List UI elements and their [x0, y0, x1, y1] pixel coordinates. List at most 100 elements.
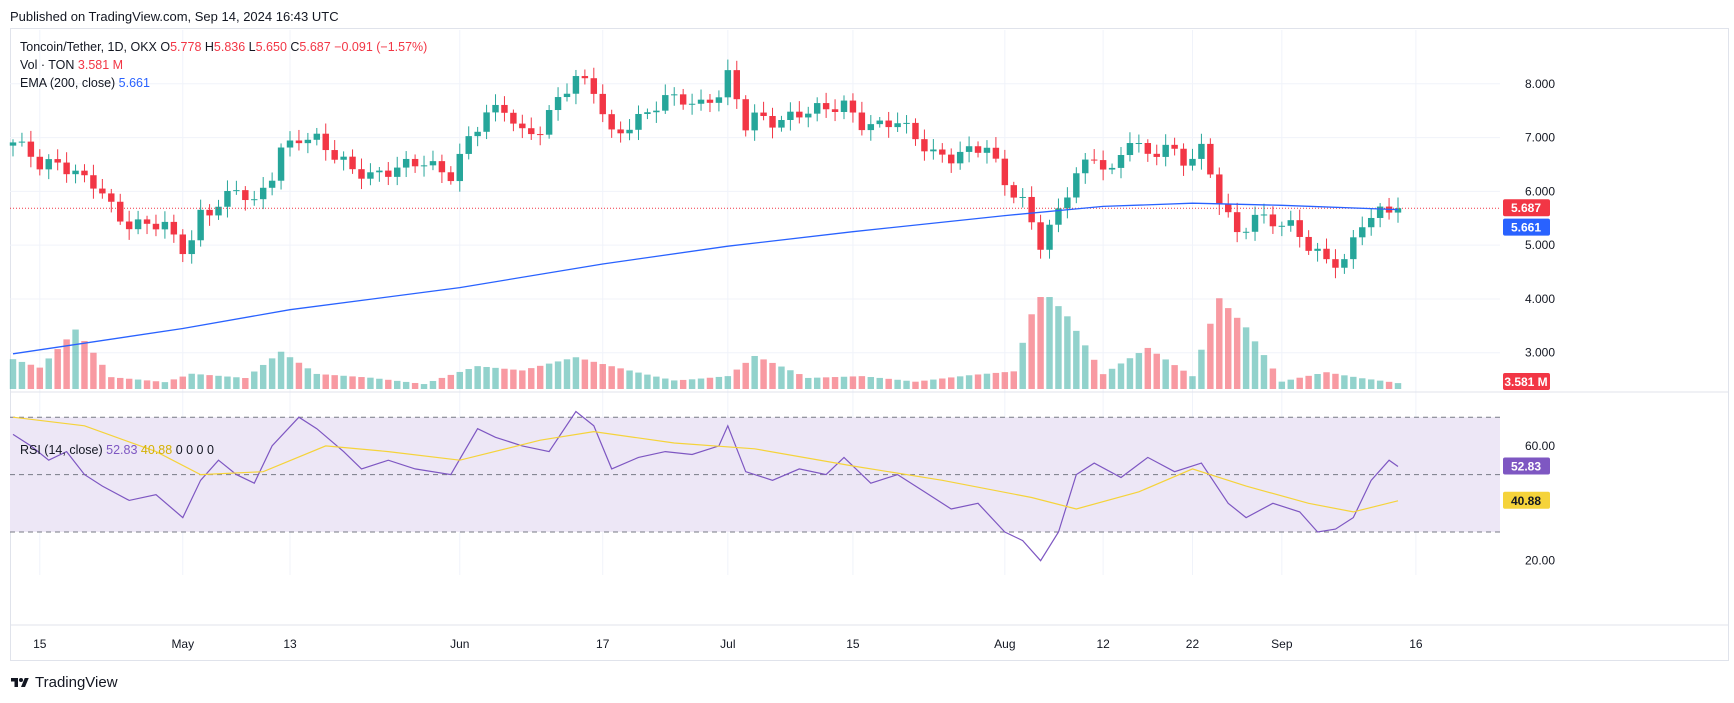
candle-body	[706, 99, 714, 103]
volume-bar	[894, 379, 901, 389]
candle-body	[662, 95, 669, 111]
volume-bar	[599, 364, 606, 389]
volume-bar	[536, 365, 544, 389]
volume-bar	[1367, 379, 1375, 389]
volume-badge-bg	[1503, 373, 1550, 390]
candle-body	[948, 154, 955, 164]
candle-body	[206, 209, 213, 216]
candle-body	[536, 134, 544, 136]
candle-body	[921, 139, 928, 152]
candle-body	[340, 156, 347, 160]
volume-bar	[706, 377, 714, 389]
volume-bar	[1028, 314, 1035, 389]
time-axis-tick: 15	[33, 637, 47, 651]
legend-open: 5.778	[170, 40, 202, 54]
candle-body	[224, 190, 231, 207]
candle-body	[349, 156, 356, 170]
volume-bar	[322, 374, 329, 389]
volume-bar	[849, 376, 857, 389]
time-axis-tick: 12	[1096, 637, 1110, 651]
rsi-badge: 52.83	[1511, 459, 1541, 473]
volume-bar	[81, 340, 88, 389]
volume-bar	[1394, 383, 1402, 389]
candle-body	[885, 120, 892, 128]
volume-bar	[99, 364, 106, 389]
candle-body	[858, 112, 866, 131]
volume-bar	[831, 377, 839, 389]
volume-bar	[974, 374, 982, 389]
volume-bar	[125, 378, 133, 389]
candle-body	[554, 97, 562, 111]
time-axis-tick: 22	[1186, 637, 1200, 651]
candle-body	[903, 122, 910, 124]
volume-bar	[1073, 330, 1080, 389]
candle-body	[1341, 259, 1348, 268]
time-axis-tick: Jun	[450, 637, 469, 651]
volume-bar	[1269, 368, 1277, 389]
volume-bar	[671, 380, 678, 389]
volume-bar	[340, 375, 347, 389]
volume-bar	[45, 358, 52, 389]
tradingview-branding[interactable]: TradingView	[10, 674, 118, 691]
candle-body	[429, 161, 437, 166]
volume-bar	[206, 375, 213, 389]
volume-bar	[1082, 345, 1089, 389]
candle-body	[1180, 148, 1187, 166]
volume-bar	[1099, 374, 1107, 389]
volume-bar	[376, 378, 383, 389]
time-axis-tick: 16	[1409, 637, 1423, 651]
volume-bar	[224, 376, 231, 389]
candle-body	[1019, 196, 1026, 198]
candle-body	[769, 115, 776, 128]
legend-ema-value: 5.661	[118, 76, 150, 90]
volume-bar	[1037, 297, 1044, 389]
volume-bar	[501, 368, 508, 389]
volume-bar	[1251, 341, 1259, 389]
candle-body	[376, 170, 383, 173]
rsi-axis-tick: 60.00	[1525, 439, 1555, 453]
candle-body	[1099, 160, 1107, 170]
volume-bar	[1144, 347, 1152, 389]
price-axis-tick: 4.000	[1525, 292, 1555, 306]
candle-body	[465, 136, 472, 154]
volume-bar	[1108, 368, 1116, 389]
candle-body	[563, 93, 571, 98]
candle-body	[572, 76, 580, 94]
candle-body	[1144, 143, 1152, 154]
volume-bar	[885, 378, 892, 389]
volume-bar	[1323, 372, 1330, 389]
candle-body	[402, 158, 410, 168]
candle-body	[715, 97, 723, 103]
candle-body	[295, 140, 303, 144]
volume-bar	[787, 370, 794, 389]
volume-bar	[733, 369, 740, 389]
rsi-ma-badge: 40.88	[1511, 494, 1541, 508]
candle-body	[1090, 159, 1098, 161]
candle-body	[438, 161, 446, 173]
candle-body	[81, 170, 88, 176]
volume-bar	[161, 382, 169, 389]
candle-body	[286, 140, 294, 148]
volume-bar	[644, 374, 651, 389]
candle-body	[608, 114, 615, 130]
volume-bar	[590, 361, 598, 389]
volume-bar	[983, 373, 991, 389]
candle-body	[1135, 143, 1143, 145]
candle-body	[894, 123, 901, 128]
candle-body	[108, 193, 115, 202]
chart-frame[interactable]	[10, 28, 1729, 661]
ema-badge: 5.661	[1511, 221, 1541, 235]
candle-body	[18, 141, 26, 143]
candle-body	[1350, 237, 1357, 260]
time-axis-tick: Sep	[1271, 637, 1293, 651]
volume-bar	[429, 380, 437, 389]
volume-bar	[662, 378, 669, 389]
volume-bar	[108, 377, 115, 389]
volume-bar	[170, 379, 178, 389]
candle-body	[179, 234, 186, 255]
volume-bar	[474, 366, 481, 389]
candle-body	[635, 113, 642, 130]
candle-body	[1001, 158, 1009, 186]
candle-body	[760, 112, 767, 116]
